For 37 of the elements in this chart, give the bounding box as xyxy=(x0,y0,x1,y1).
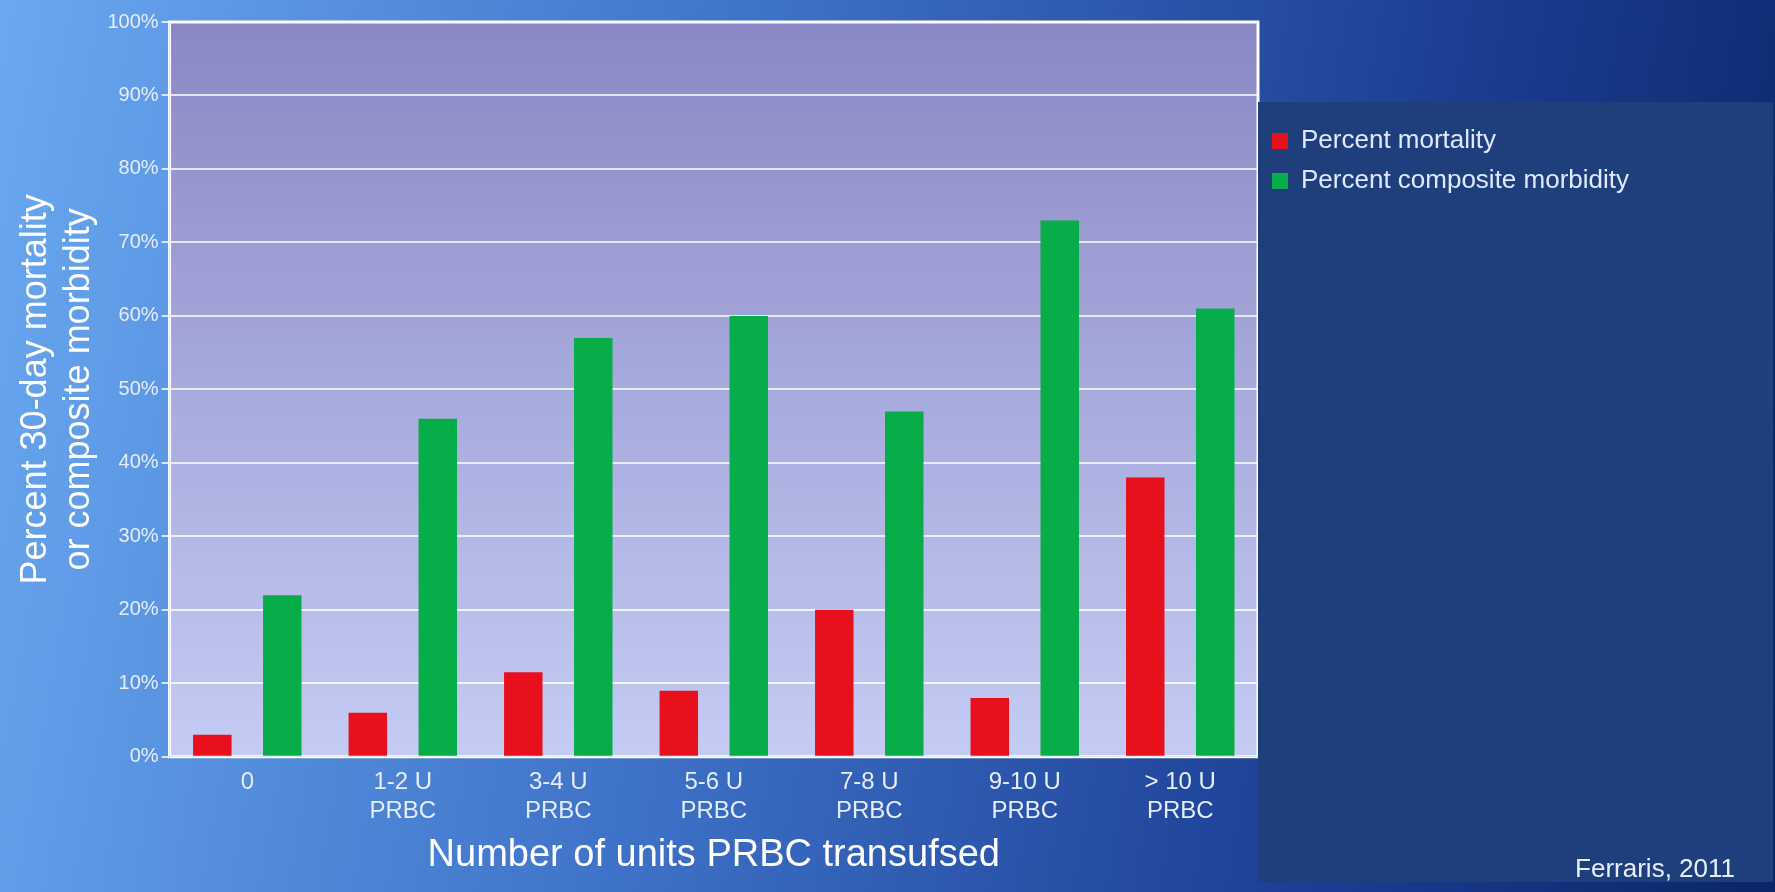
y-tick-label: 40% xyxy=(118,450,159,473)
y-tick-label: 30% xyxy=(118,523,159,546)
x-tick-label: 5-6 U PRBC xyxy=(680,766,748,823)
bar xyxy=(504,672,543,756)
bar xyxy=(1040,220,1079,756)
bar xyxy=(348,712,388,756)
y-tick-label: 70% xyxy=(118,229,159,252)
bar xyxy=(815,609,854,756)
legend-label: Percent mortality xyxy=(1301,124,1497,155)
bar xyxy=(1196,308,1235,756)
x-tick-label: 3-4 U PRBC xyxy=(524,766,592,823)
x-axis-title: Number of units PRBC transufsed xyxy=(427,831,1000,874)
x-tick-label: 1-2 U PRBC xyxy=(369,766,437,823)
bar xyxy=(729,315,768,756)
y-tick-label: 50% xyxy=(118,376,159,399)
y-tick-label: 80% xyxy=(118,156,159,179)
y-tick-label: 90% xyxy=(118,83,159,105)
y-tick-label: 20% xyxy=(118,597,159,620)
bar xyxy=(659,690,699,756)
y-tick-label: 10% xyxy=(118,670,159,693)
x-tick-label: 7-8 U PRBC xyxy=(835,766,903,823)
x-tick-label: 0 xyxy=(240,766,254,794)
y-tick-label: 60% xyxy=(118,303,159,326)
x-tick-label: > 10 U PRBC xyxy=(1144,766,1216,823)
bar xyxy=(970,698,1010,756)
bar xyxy=(418,418,458,756)
y-tick-label: 0% xyxy=(129,744,159,767)
x-tick-label: 9-10 U PRBC xyxy=(988,766,1061,823)
bar xyxy=(1126,477,1165,756)
bar xyxy=(574,337,613,756)
y-tick-label: 100% xyxy=(107,9,159,32)
bar xyxy=(263,595,302,756)
y-axis-title: Percent 30-day mortality or composite morbidity xyxy=(12,194,97,585)
bar xyxy=(193,734,232,756)
text: Ferraris, 2011 xyxy=(1575,853,1735,884)
bar xyxy=(885,411,924,756)
legend-label: Percent composite morbidity xyxy=(1301,164,1630,195)
